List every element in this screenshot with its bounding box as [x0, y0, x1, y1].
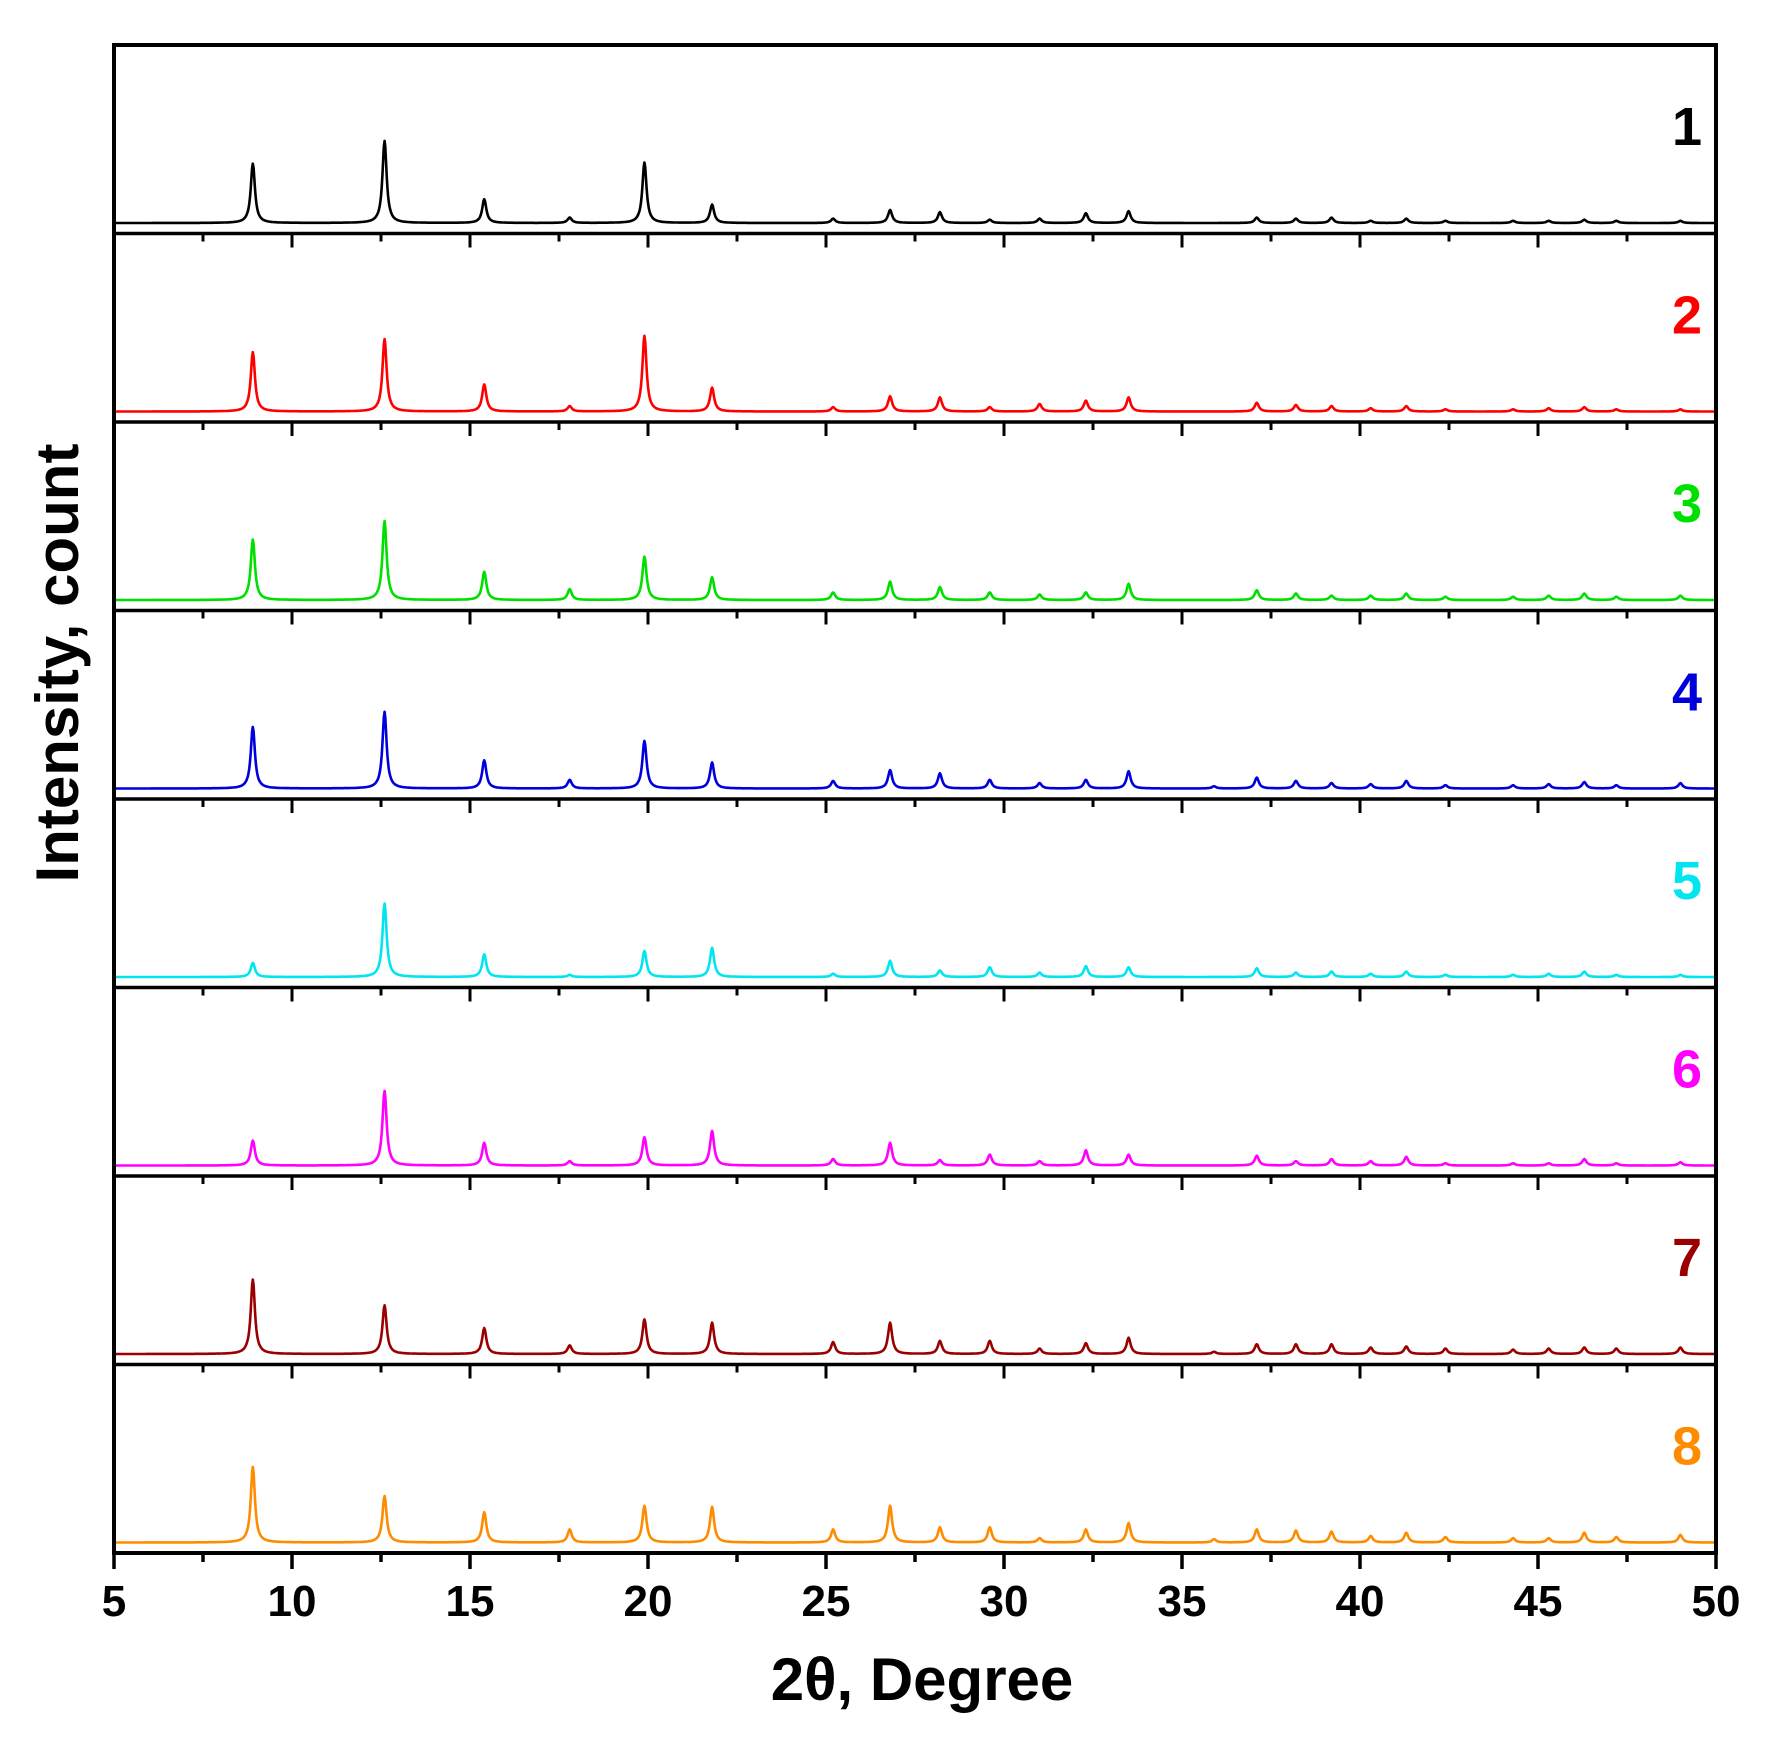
- panel-6: 6: [113, 1040, 1717, 1167]
- series-label-4: 4: [1672, 663, 1702, 723]
- panel-4: 4: [113, 663, 1717, 790]
- panel-3: 3: [113, 474, 1717, 602]
- x-tick-label-15: 15: [446, 1577, 495, 1626]
- series-line-2: [113, 334, 1717, 413]
- x-tick-label-10: 10: [268, 1577, 317, 1626]
- series-label-6: 6: [1672, 1040, 1702, 1100]
- series-line-8: [113, 1465, 1717, 1544]
- axis-layer: 5 10 15 20 25 30 35 40 45 50: [102, 43, 1741, 1626]
- series-label-8: 8: [1672, 1417, 1702, 1477]
- panel-7: 7: [113, 1228, 1717, 1356]
- x-tick-label-5: 5: [102, 1577, 126, 1626]
- x-axis-label: 2θ, Degree: [771, 1646, 1074, 1713]
- x-tick-label-35: 35: [1158, 1577, 1207, 1626]
- y-axis-label: Intensity, count: [24, 444, 91, 883]
- series-line-3: [113, 519, 1717, 602]
- series-label-1: 1: [1672, 97, 1702, 157]
- x-tick-label-30: 30: [980, 1577, 1029, 1626]
- series-label-5: 5: [1672, 851, 1702, 911]
- series-label-7: 7: [1672, 1228, 1702, 1288]
- series-label-3: 3: [1672, 474, 1702, 534]
- panels-layer: 1 2 3 4 5 6 7 8: [113, 97, 1717, 1544]
- panel-1: 1: [113, 97, 1717, 225]
- x-tick-label-25: 25: [802, 1577, 851, 1626]
- panel-2: 2: [113, 286, 1717, 413]
- series-line-4: [113, 710, 1717, 790]
- series-line-5: [113, 902, 1717, 979]
- x-tick-label-45: 45: [1514, 1577, 1563, 1626]
- series-line-1: [113, 139, 1717, 225]
- series-label-2: 2: [1672, 286, 1702, 346]
- panel-5: 5: [113, 851, 1717, 979]
- series-line-7: [113, 1278, 1717, 1356]
- x-tick-label-40: 40: [1336, 1577, 1385, 1626]
- series-line-6: [113, 1089, 1717, 1167]
- x-tick-label-20: 20: [624, 1577, 673, 1626]
- panel-8: 8: [113, 1417, 1717, 1544]
- x-tick-label-50: 50: [1692, 1577, 1741, 1626]
